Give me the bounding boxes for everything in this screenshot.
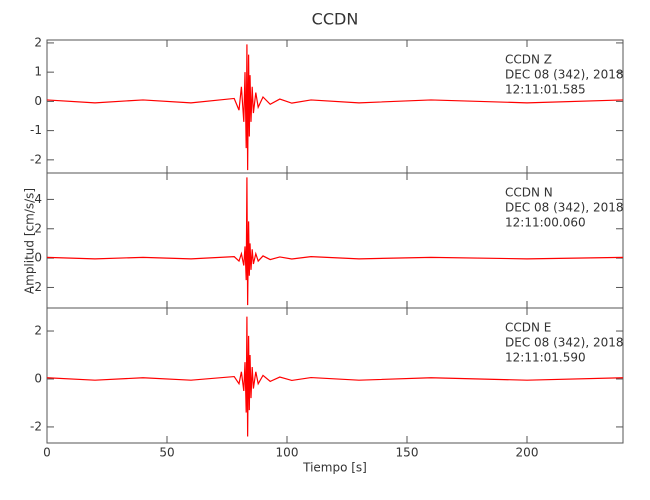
panel-frame (46, 307, 624, 444)
y-tick-label: 0 (34, 94, 42, 108)
x-axis-label: Tiempo [s] (302, 461, 367, 475)
station-label: DEC 08 (342), 2018 (505, 336, 624, 350)
waveform (46, 177, 624, 306)
station-label: CCDN N (505, 186, 553, 200)
y-tick-label: 2 (34, 324, 42, 338)
y-tick-label: 4 (34, 192, 42, 206)
y-tick-label: 2 (34, 221, 42, 235)
station-label: 12:11:00.060 (505, 216, 586, 230)
y-tick-label: 2 (34, 35, 42, 49)
y-tick-label: -2 (30, 419, 42, 433)
y-tick-label: -2 (30, 280, 42, 294)
y-tick-label: 1 (34, 65, 42, 79)
station-label: CCDN Z (505, 53, 552, 67)
y-tick-label: -1 (30, 123, 42, 137)
y-axis-label: Amplitud [cm/s/s] (23, 188, 37, 294)
chart-title: CCDN (312, 10, 359, 29)
station-label: 12:11:01.585 (505, 83, 586, 97)
x-tick-label: 150 (396, 446, 419, 460)
y-tick-label: 0 (34, 371, 42, 385)
station-label: CCDN E (505, 321, 551, 335)
waveform (46, 44, 624, 171)
y-tick-label: -2 (30, 152, 42, 166)
x-tick-label: 200 (516, 446, 539, 460)
y-tick-label: 0 (34, 251, 42, 265)
station-label: DEC 08 (342), 2018 (505, 201, 624, 215)
x-tick-label: 0 (43, 446, 51, 460)
station-label: 12:11:01.590 (505, 351, 586, 365)
x-tick-label: 50 (159, 446, 174, 460)
station-label: DEC 08 (342), 2018 (505, 68, 624, 82)
x-tick-label: 100 (276, 446, 299, 460)
waveform (46, 316, 624, 437)
